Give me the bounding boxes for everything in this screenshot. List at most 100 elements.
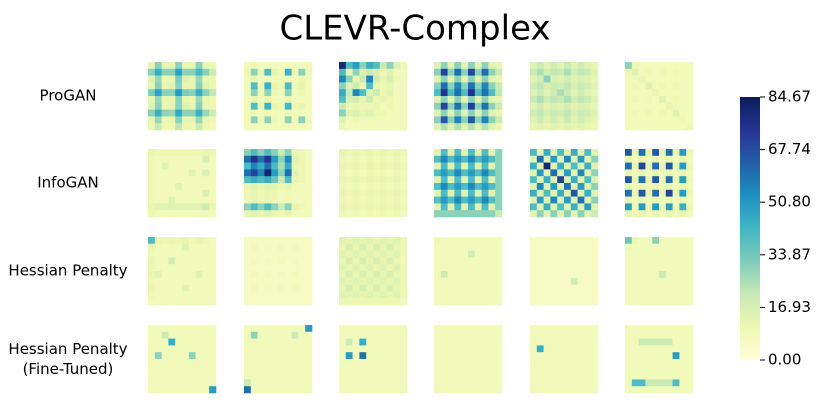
heatmap-cell <box>474 75 482 83</box>
heatmap-cell <box>543 359 551 367</box>
heatmap-cell <box>557 203 565 211</box>
heatmap-cell <box>659 203 667 211</box>
heatmap-cell <box>447 68 455 76</box>
heatmap-cell <box>278 243 286 251</box>
heatmap-cell <box>434 352 442 360</box>
heatmap-cell <box>161 169 169 177</box>
heatmap-cell <box>557 89 565 97</box>
heatmap-cell <box>366 264 374 272</box>
heatmap-cell <box>665 291 673 299</box>
heatmap-cell <box>339 183 347 191</box>
heatmap-cell <box>631 291 639 299</box>
heatmap-cell <box>168 284 176 292</box>
heatmap-cell <box>154 183 162 191</box>
heatmap-cell <box>379 379 387 387</box>
heatmap-cell <box>366 169 374 177</box>
heatmap-cell <box>550 68 558 76</box>
heatmap-cell <box>257 203 265 211</box>
heatmap-cell <box>366 62 374 70</box>
heatmap-cell <box>468 149 476 157</box>
heatmap-cell <box>386 359 394 367</box>
heatmap-cell <box>278 155 286 163</box>
heatmap-cell <box>564 264 572 272</box>
heatmap-cell <box>366 352 374 360</box>
heatmap-cell <box>679 352 687 360</box>
heatmap-cell <box>564 345 572 353</box>
heatmap-cell <box>154 203 162 211</box>
heatmap-cell <box>584 271 592 279</box>
heatmap-cell <box>488 203 496 211</box>
heatmap-cell <box>393 96 401 104</box>
heatmap-cell <box>659 196 667 204</box>
heatmap-cell <box>570 203 578 211</box>
heatmap-cell <box>550 96 558 104</box>
heatmap-cell <box>488 116 496 124</box>
heatmap-cell <box>284 176 292 184</box>
heatmap-cell <box>202 116 210 124</box>
heatmap-cell <box>366 68 374 76</box>
heatmap-cell <box>665 149 673 157</box>
heatmap-cell <box>154 359 162 367</box>
heatmap-cell <box>339 123 347 131</box>
heatmap-cell <box>148 386 156 394</box>
heatmap-cell <box>474 298 482 306</box>
heatmap-cell <box>250 338 258 346</box>
heatmap-cell <box>339 176 347 184</box>
heatmap-cell <box>577 243 585 251</box>
heatmap-cell <box>352 155 360 163</box>
heatmap-cell <box>359 325 367 333</box>
heatmap-cell <box>454 169 462 177</box>
heatmap-cell <box>564 338 572 346</box>
heatmap-cell <box>495 257 503 265</box>
heatmap-cell <box>550 291 558 299</box>
heatmap-cell <box>298 359 306 367</box>
heatmap-cell <box>536 257 544 265</box>
heatmap-cell <box>278 183 286 191</box>
heatmap-cell <box>631 75 639 83</box>
heatmap-cell <box>495 62 503 70</box>
heatmap-cell <box>305 372 313 380</box>
heatmap-cell <box>495 345 503 353</box>
heatmap-cell <box>584 96 592 104</box>
heatmap-cell <box>665 68 673 76</box>
heatmap-cell <box>645 102 653 110</box>
heatmap-cell <box>591 243 599 251</box>
heatmap-cell <box>188 149 196 157</box>
heatmap-cell <box>652 102 660 110</box>
heatmap-cell <box>339 155 347 163</box>
heatmap-cell <box>298 250 306 258</box>
heatmap-cell <box>386 109 394 117</box>
heatmap-cell <box>195 210 203 218</box>
heatmap-cell <box>345 82 353 90</box>
heatmap-cell <box>393 250 401 258</box>
heatmap-cell <box>148 149 156 157</box>
heatmap-cell <box>271 75 279 83</box>
heatmap-cell <box>161 155 169 163</box>
heatmap-cell <box>440 372 448 380</box>
heatmap-cell <box>400 264 408 272</box>
heatmap-cell <box>209 183 217 191</box>
heatmap-cell <box>577 331 585 339</box>
heatmap-cell <box>638 284 646 292</box>
heatmap-cell <box>652 352 660 360</box>
heatmap-cell <box>638 250 646 258</box>
heatmap-cell <box>638 237 646 245</box>
heatmap-cell <box>591 169 599 177</box>
heatmap-cell <box>250 62 258 70</box>
heatmap-cell <box>271 298 279 306</box>
heatmap-cell <box>645 298 653 306</box>
heatmap-cell <box>557 298 565 306</box>
heatmap-cell <box>359 196 367 204</box>
heatmap-cell <box>652 243 660 251</box>
heatmap-cell <box>530 210 538 218</box>
heatmap-cell <box>645 189 653 197</box>
heatmap-cell <box>352 102 360 110</box>
heatmap-cell <box>359 291 367 299</box>
heatmap-cell <box>672 162 680 170</box>
heatmap-cell <box>352 277 360 285</box>
heatmap-cell <box>168 75 176 83</box>
heatmap-cell <box>474 196 482 204</box>
heatmap-cell <box>679 291 687 299</box>
heatmap-cell <box>291 331 299 339</box>
heatmap-cell <box>495 196 503 204</box>
